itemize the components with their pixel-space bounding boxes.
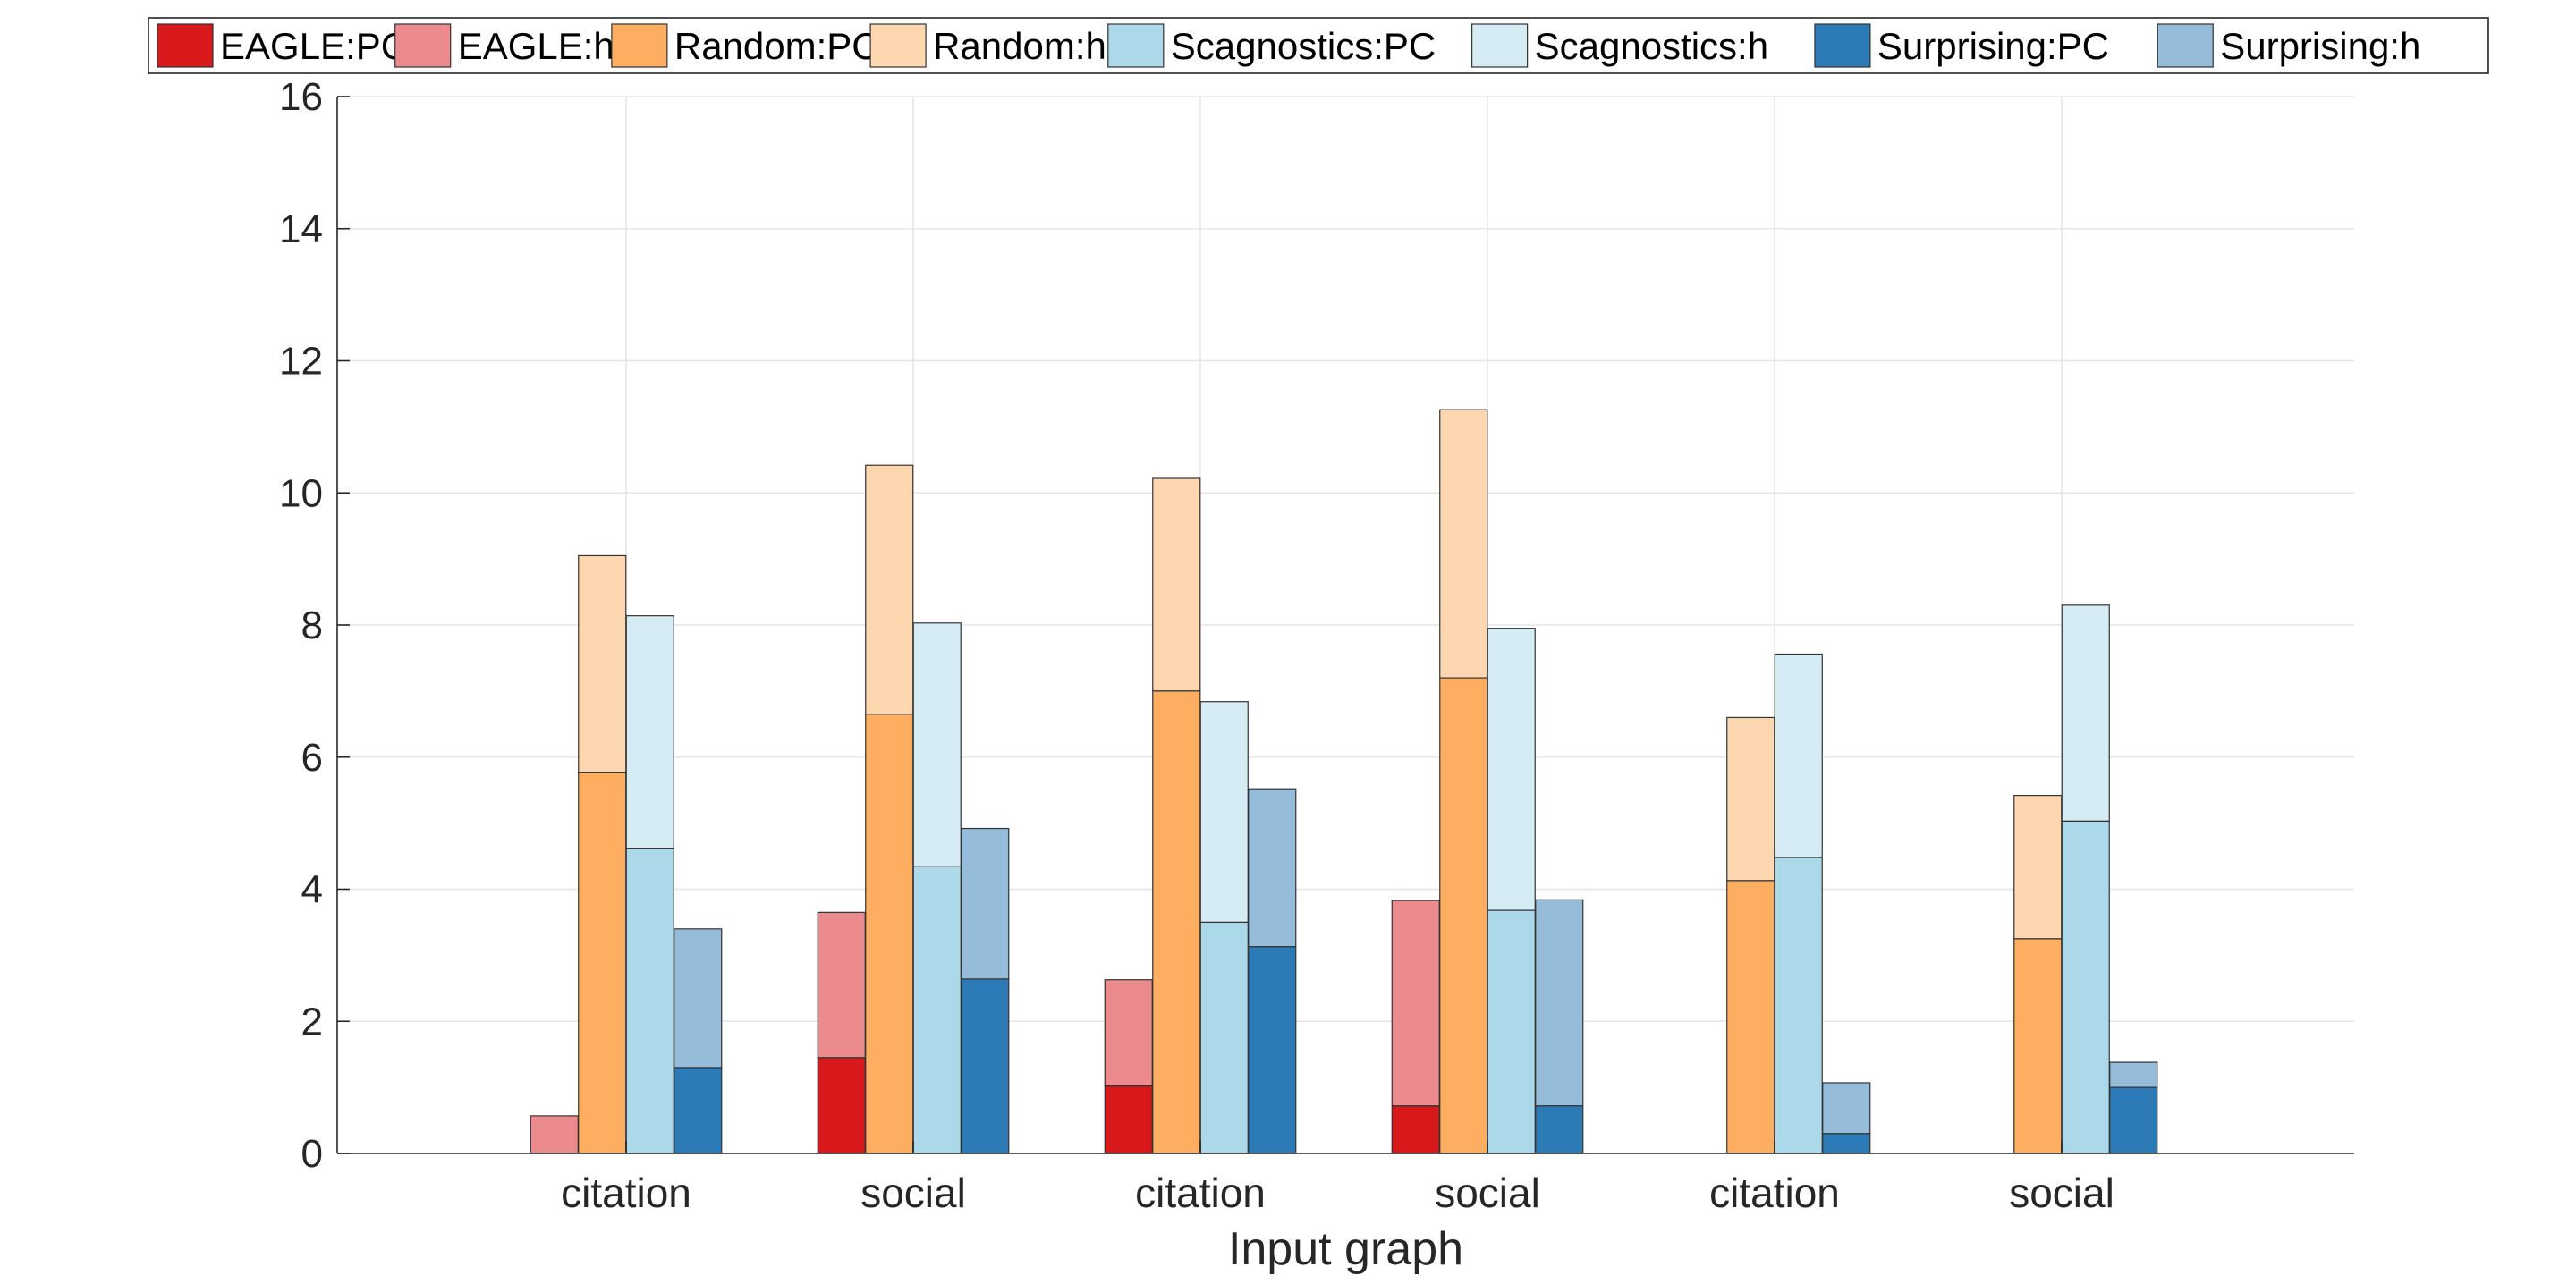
bar-random-h	[865, 464, 914, 715]
legend-label-random-h: Random:h	[933, 25, 1106, 67]
x-tick-label: citation	[1709, 1170, 1840, 1216]
bar-random-pc	[1439, 677, 1488, 1154]
legend-swatch-surprising-h	[2157, 23, 2214, 68]
legend-swatch-random-h	[869, 23, 927, 68]
legend-swatch-random-pc	[611, 23, 668, 68]
legend-label-scagnostics-pc: Scagnostics:PC	[1171, 25, 1436, 67]
bar-surprising-pc	[1535, 1105, 1584, 1154]
bar-random-pc	[1726, 880, 1775, 1154]
bar-scagnostics-h	[2061, 604, 2110, 823]
bar-scagnostics-h	[1774, 653, 1823, 858]
bar-scagnostics-pc	[2061, 820, 2110, 1154]
bar-surprising-h	[961, 827, 1010, 980]
legend-label-random-pc: Random:PC	[674, 25, 879, 67]
legend-swatch-eagle-h	[394, 23, 452, 68]
legend-label-eagle-h: EAGLE:h	[458, 25, 614, 67]
x-tick-label: social	[860, 1170, 966, 1216]
bar-random-h	[1439, 409, 1488, 679]
y-tick-label: 0	[301, 1132, 323, 1176]
y-tick-label: 2	[301, 1000, 323, 1043]
bar-surprising-h	[2109, 1061, 2158, 1088]
bar-random-h	[1152, 477, 1201, 692]
bar-eagle-pc	[1104, 1085, 1153, 1154]
bar-surprising-pc	[1822, 1133, 1871, 1154]
x-axis-label: Input graph	[1228, 1223, 1463, 1275]
y-tick-label: 12	[279, 340, 323, 384]
bar-eagle-h	[1104, 979, 1153, 1087]
bar-surprising-h	[674, 928, 723, 1069]
bar-scagnostics-pc	[1774, 857, 1823, 1154]
legend-swatch-scagnostics-h	[1471, 23, 1529, 68]
y-tick-label: 6	[301, 736, 323, 780]
bar-surprising-pc	[2109, 1086, 2158, 1154]
bar-scagnostics-h	[625, 615, 674, 849]
legend-label-eagle-pc: EAGLE:PC	[220, 25, 408, 67]
y-tick-label: 14	[279, 207, 323, 251]
bar-eagle-pc	[817, 1057, 866, 1154]
bar-surprising-pc	[961, 978, 1010, 1154]
bar-eagle-h	[1391, 900, 1440, 1107]
bar-random-pc	[1152, 690, 1201, 1154]
bar-surprising-pc	[674, 1067, 723, 1154]
bar-scagnostics-pc	[1487, 909, 1536, 1154]
x-tick-label: citation	[561, 1170, 691, 1216]
bar-surprising-h	[1248, 788, 1297, 948]
legend-swatch-surprising-pc	[1814, 23, 1871, 68]
bar-random-h	[578, 554, 627, 773]
x-tick-label: social	[1435, 1170, 1540, 1216]
legend-swatch-scagnostics-pc	[1107, 23, 1165, 68]
bar-random-pc	[578, 772, 627, 1154]
y-tick-label: 16	[279, 75, 323, 119]
bar-scagnostics-h	[1199, 701, 1249, 924]
bar-random-h	[1726, 716, 1775, 882]
legend: EAGLE:PC EAGLE:h Random:PC Random:h Scagnost…	[148, 17, 2489, 74]
bar-random-pc	[2013, 938, 2063, 1154]
bar-scagnostics-h	[912, 622, 962, 867]
legend-label-surprising-pc: Surprising:PC	[1877, 25, 2109, 67]
axes-layer: 0 2 4 6 8 10 12 14 16 citation social citation socia…	[279, 75, 2354, 1275]
legend-swatch-eagle-pc	[157, 23, 214, 68]
bar-surprising-h	[1535, 899, 1584, 1107]
legend-box	[148, 17, 2489, 74]
legend-label-surprising-h: Surprising:h	[2220, 25, 2420, 67]
y-tick-label: 10	[279, 471, 323, 515]
bar-scagnostics-pc	[625, 848, 674, 1154]
y-tick-label: 8	[301, 604, 323, 647]
bar-surprising-pc	[1248, 946, 1297, 1154]
bar-surprising-h	[1822, 1082, 1871, 1135]
x-tick-label: social	[2009, 1170, 2114, 1216]
bar-random-pc	[865, 714, 914, 1154]
bar-scagnostics-h	[1487, 628, 1536, 911]
bar-eagle-pc	[1391, 1105, 1440, 1154]
bar-eagle-h	[817, 911, 866, 1059]
bar-scagnostics-pc	[912, 866, 962, 1154]
bar-eagle-h	[530, 1115, 579, 1154]
bars-layer	[530, 409, 2158, 1154]
bar-scagnostics-pc	[1199, 921, 1249, 1154]
y-tick-label: 4	[301, 868, 323, 912]
legend-label-scagnostics-h: Scagnostics:h	[1535, 25, 1768, 67]
x-tick-label: citation	[1135, 1170, 1266, 1216]
bar-random-h	[2013, 794, 2063, 940]
